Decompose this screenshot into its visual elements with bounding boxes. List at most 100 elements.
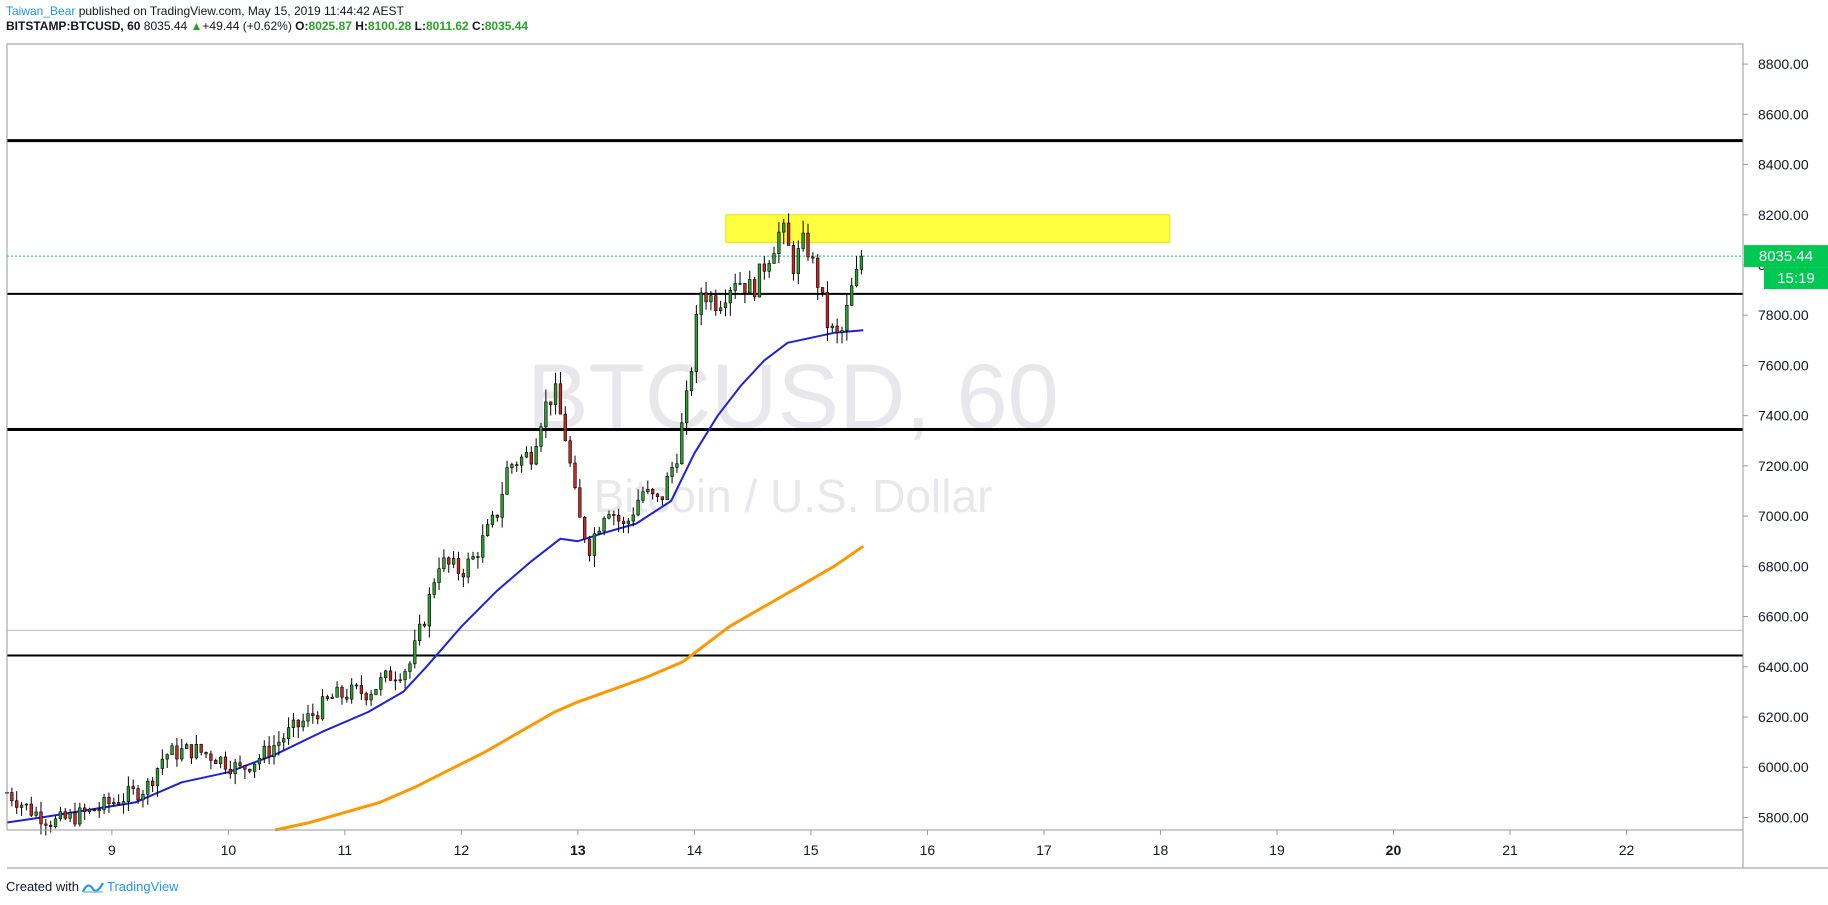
price-tick-label: 5800.00 [1758, 809, 1809, 825]
tradingview-logo-icon [81, 881, 104, 893]
candle-bearish [791, 245, 796, 274]
candle-bearish [714, 295, 718, 311]
candle-bearish [422, 623, 427, 627]
candle-bearish [563, 413, 567, 442]
candle-bearish [461, 573, 465, 578]
low-label: L: [414, 19, 426, 33]
candle-bullish [748, 279, 752, 294]
candle-bullish [121, 801, 126, 805]
watermark-name: Bitcoin / U.S. Dollar [594, 470, 993, 522]
candle-bullish [432, 582, 436, 595]
candle-bullish [320, 696, 325, 720]
open-value: 8025.87 [308, 19, 352, 33]
last-price-text: 8035.44 [143, 19, 188, 33]
candle-bearish [151, 780, 155, 786]
candle-bullish [155, 768, 160, 786]
time-axis[interactable]: 9 10 11 12 13 14 15 16 17 18 19 20 21 22 [108, 830, 1635, 858]
candle-bullish [539, 426, 543, 447]
tradingview-link[interactable]: TradingView [106, 879, 179, 894]
candle-bullish [854, 269, 859, 287]
candle-bullish [767, 263, 771, 272]
candle-bullish [733, 283, 737, 291]
candle-bullish [738, 283, 742, 285]
candle-bearish [456, 558, 461, 574]
publish-info: published on TradingView.com, May 15, 20… [75, 4, 404, 18]
candle-bullish [728, 290, 732, 304]
time-tick-label: 20 [1386, 842, 1402, 858]
candle-bearish [175, 745, 179, 760]
price-tick-label: 8400.00 [1758, 157, 1809, 173]
candle-bullish [451, 558, 456, 565]
candle-bullish [641, 491, 645, 501]
candle-bullish [840, 330, 844, 333]
candle-bearish [238, 762, 242, 766]
change-text: +49.44 (+0.62%) [202, 19, 292, 33]
candle-bullish [500, 493, 504, 518]
candle-bearish [29, 803, 33, 816]
candle-bearish [44, 823, 48, 826]
candle-bullish [218, 756, 223, 765]
candle-bullish [301, 720, 305, 728]
candle-bearish [73, 812, 77, 825]
candle-bullish [78, 807, 82, 825]
candle-bullish [481, 535, 485, 558]
candle-bullish [286, 727, 291, 739]
candle-bearish [117, 802, 121, 805]
candle-bullish [694, 314, 698, 372]
candle-bearish [63, 811, 67, 819]
candle-bearish [83, 807, 87, 812]
candle-bearish [311, 713, 315, 716]
high-label: H: [355, 19, 368, 33]
candle-bullish [68, 812, 72, 819]
candle-bearish [15, 800, 19, 808]
candle-bullish [850, 285, 854, 306]
candle-bullish [845, 305, 849, 331]
candle-bullish [34, 811, 38, 816]
candle-bearish [762, 263, 766, 272]
candle-bearish [786, 222, 791, 246]
candle-bullish [442, 557, 446, 570]
candle-bullish [772, 253, 776, 264]
candle-bullish [374, 689, 378, 695]
candle-bullish [665, 476, 669, 501]
time-tick-label: 15 [803, 842, 819, 858]
candle-bullish [398, 679, 402, 682]
author-link[interactable]: Taiwan_Bear [6, 4, 76, 18]
price-tick-label: 6200.00 [1758, 709, 1809, 725]
last-price-badge-text: 8035.44 [1759, 248, 1813, 265]
candle-bearish [825, 292, 830, 329]
open-label: O: [295, 19, 309, 33]
time-tick-label: 17 [1036, 842, 1052, 858]
candle-bearish [515, 464, 519, 466]
candle-bearish [296, 719, 300, 728]
candle-bullish [602, 517, 606, 532]
candle-bearish [612, 514, 616, 516]
candle-bullish [403, 671, 407, 681]
candle-bullish [490, 514, 495, 525]
candle-bearish [752, 279, 757, 298]
candle-bearish [816, 257, 820, 288]
price-tick-label: 8600.00 [1758, 106, 1809, 122]
candle-bearish [743, 283, 747, 294]
candle-bullish [330, 696, 334, 699]
candle-bearish [354, 684, 359, 687]
candle-bullish [97, 809, 101, 812]
candle-bearish [476, 556, 480, 558]
candle-bearish [345, 696, 349, 700]
low-value: 8011.62 [425, 19, 469, 33]
candle-bullish [19, 804, 24, 808]
price-tick-label: 6800.00 [1758, 558, 1809, 574]
symbol-label: BITSTAMP:BTCUSD, 60 [6, 19, 141, 33]
high-value: 8100.28 [367, 19, 412, 33]
candle-bullish [699, 292, 703, 315]
price-tick-label: 7400.00 [1758, 408, 1809, 424]
price-axis[interactable]: 5800.00 6000.00 6200.00 6400.00 6600.00 6800.… [1743, 56, 1809, 825]
candle-bearish [199, 744, 203, 753]
candle-bullish [393, 679, 398, 682]
candle-bullish [277, 741, 281, 746]
candle-bullish [350, 684, 354, 700]
candle-bullish [510, 464, 514, 468]
candle-bearish [325, 696, 330, 699]
candle-bullish [466, 558, 470, 578]
